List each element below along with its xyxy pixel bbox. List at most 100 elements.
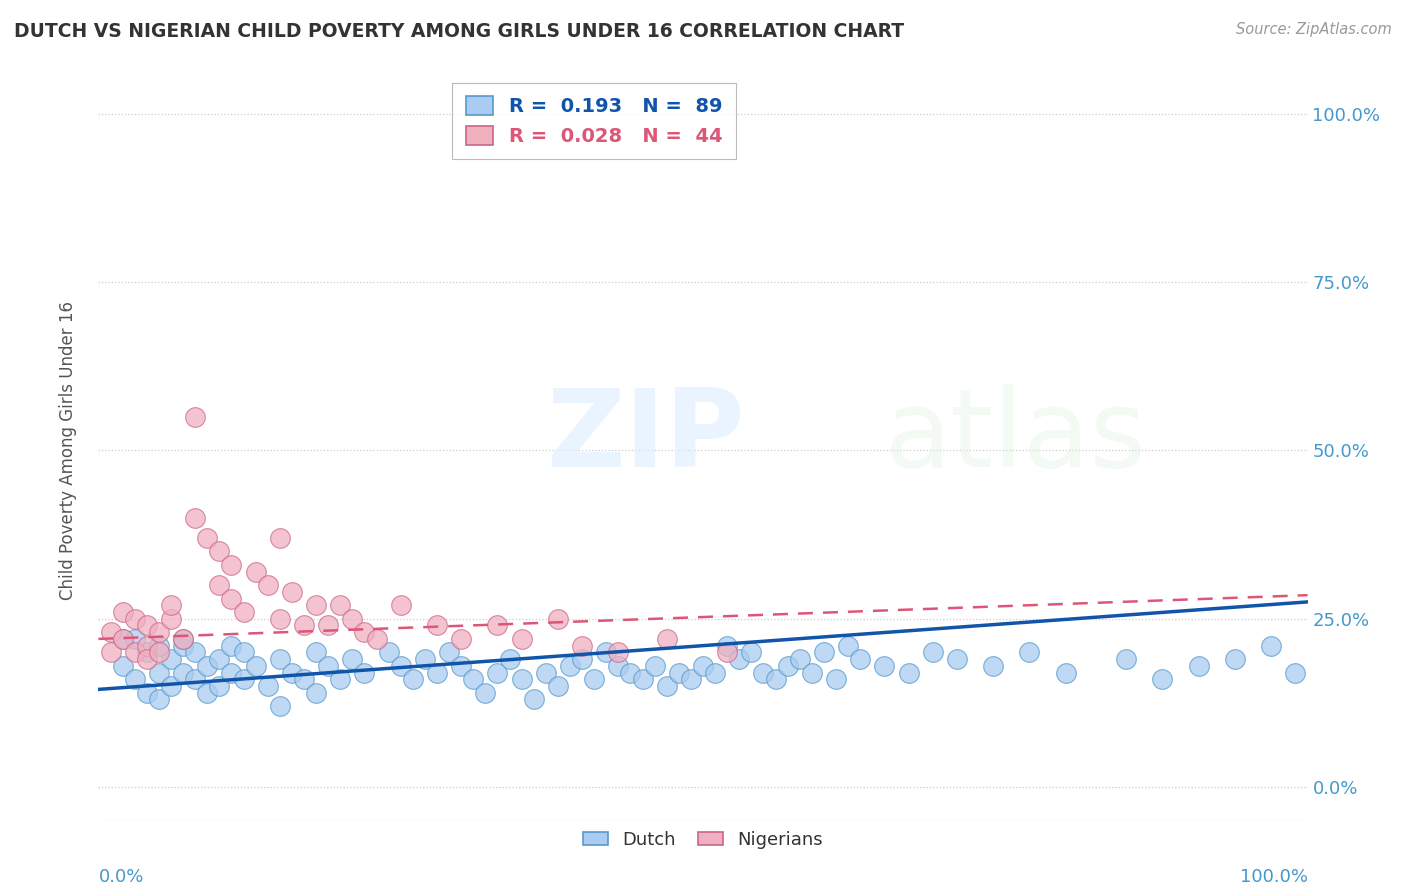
Point [740,645,762,659]
Point [534,665,557,680]
Point [813,645,835,659]
Point [160,599,183,613]
Point [245,658,267,673]
Point [800,665,823,680]
Point [184,510,207,524]
Point [148,639,170,653]
Point [172,632,194,646]
Point [728,652,751,666]
Point [510,632,533,646]
Point [292,618,315,632]
Point [195,658,218,673]
Point [329,673,352,687]
Point [160,612,183,626]
Point [232,605,254,619]
Point [450,632,472,646]
Point [305,686,328,700]
Point [1260,639,1282,653]
Point [1188,658,1211,673]
Point [256,679,278,693]
Point [329,599,352,613]
Point [1115,652,1137,666]
Point [437,645,460,659]
Text: ZIP: ZIP [546,384,744,490]
Point [281,665,304,680]
Point [498,652,520,666]
Point [1054,665,1077,680]
Point [305,599,328,613]
Point [426,665,449,680]
Point [837,639,859,653]
Point [353,665,375,680]
Point [135,645,157,659]
Point [547,679,569,693]
Point [413,652,436,666]
Point [100,645,122,659]
Point [172,665,194,680]
Point [825,673,848,687]
Point [668,665,690,680]
Point [221,558,243,572]
Point [111,605,134,619]
Point [100,625,122,640]
Point [474,686,496,700]
Point [124,673,146,687]
Point [765,673,787,687]
Point [221,591,243,606]
Point [873,658,896,673]
Point [571,652,593,666]
Point [124,645,146,659]
Point [269,531,291,545]
Point [692,658,714,673]
Point [195,531,218,545]
Point [232,673,254,687]
Point [655,679,678,693]
Point [510,673,533,687]
Point [1018,645,1040,659]
Point [316,618,339,632]
Text: 0.0%: 0.0% [98,868,143,886]
Point [148,665,170,680]
Point [571,639,593,653]
Point [752,665,775,680]
Point [450,658,472,673]
Point [342,612,364,626]
Point [135,686,157,700]
Point [595,645,617,659]
Point [305,645,328,659]
Point [221,639,243,653]
Point [111,658,134,673]
Point [1223,652,1246,666]
Point [148,625,170,640]
Point [486,665,509,680]
Point [172,639,194,653]
Point [353,625,375,640]
Point [377,645,399,659]
Point [208,578,231,592]
Point [208,544,231,558]
Point [631,673,654,687]
Point [897,665,920,680]
Point [776,658,799,673]
Point [463,673,485,687]
Point [679,673,702,687]
Point [111,632,134,646]
Point [366,632,388,646]
Point [195,686,218,700]
Point [269,612,291,626]
Point [221,665,243,680]
Point [269,652,291,666]
Point [160,652,183,666]
Point [111,632,134,646]
Point [1152,673,1174,687]
Point [486,618,509,632]
Text: 100.0%: 100.0% [1240,868,1308,886]
Point [292,673,315,687]
Point [981,658,1004,673]
Point [172,632,194,646]
Text: Source: ZipAtlas.com: Source: ZipAtlas.com [1236,22,1392,37]
Point [789,652,811,666]
Point [716,639,738,653]
Point [607,658,630,673]
Point [523,692,546,706]
